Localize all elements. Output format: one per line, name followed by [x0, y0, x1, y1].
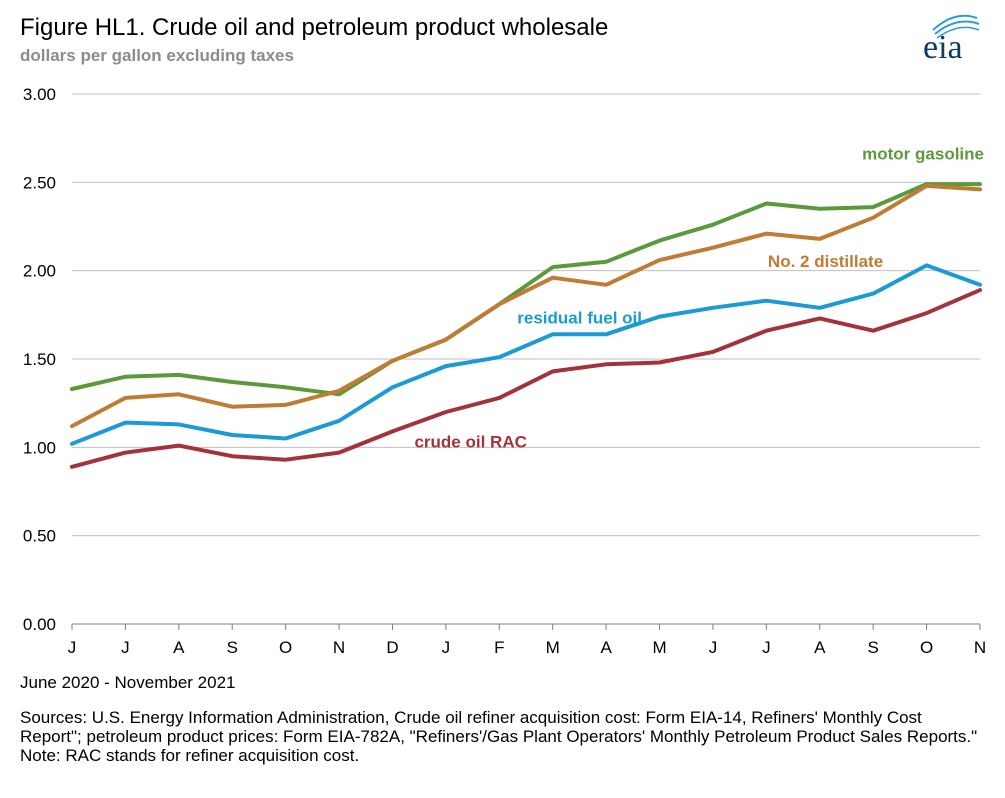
- x-tick-label: A: [600, 638, 612, 657]
- series-line-motor_gasoline: [70, 182, 982, 397]
- y-tick-label: 2.50: [23, 173, 56, 192]
- note-text: Note: RAC stands for refiner acquisition…: [20, 746, 360, 765]
- series-line-crude: [70, 288, 982, 469]
- y-tick-label: 0.00: [23, 615, 56, 634]
- sources-note: Sources: U.S. Energy Information Adminis…: [20, 708, 980, 765]
- logo-arc-1: [932, 14, 978, 31]
- series-label-crude: crude oil RAC: [414, 432, 526, 451]
- y-axis: 0.00 0.50 1.00 1.50 2.00 2.50 3.00: [23, 85, 56, 634]
- x-tick-label: N: [333, 638, 345, 657]
- x-tick-label: A: [814, 638, 826, 657]
- eia-logo: eia: [923, 14, 980, 64]
- x-tick-label: F: [494, 638, 504, 657]
- series-label-residual: residual fuel oil: [517, 309, 642, 328]
- x-tick-label: S: [227, 638, 238, 657]
- x-tick-label: O: [920, 638, 933, 657]
- y-tick-label: 2.00: [23, 262, 56, 281]
- y-tick-label: 3.00: [23, 85, 56, 104]
- y-tick-label: 1.50: [23, 350, 56, 369]
- series-label-motor_gasoline: motor gasoline: [862, 144, 984, 163]
- chart-subtitle: dollars per gallon excluding taxes: [20, 46, 294, 65]
- x-tick-label: M: [546, 638, 560, 657]
- x-tick-label: J: [121, 638, 130, 657]
- logo-arc-2: [934, 20, 980, 35]
- x-tick-label: O: [279, 638, 292, 657]
- x-tick-label: M: [652, 638, 666, 657]
- gridlines: [72, 93, 980, 625]
- sources-text: Sources: U.S. Energy Information Adminis…: [20, 708, 978, 746]
- x-tick-label: J: [68, 638, 77, 657]
- x-tick-label: J: [762, 638, 771, 657]
- x-tick-label: A: [173, 638, 185, 657]
- x-tick-label: S: [868, 638, 879, 657]
- line-chart: 0.00 0.50 1.00 1.50 2.00 2.50 3.00 J J A S O N D J F M A…: [23, 85, 986, 657]
- x-tick-label: J: [709, 638, 718, 657]
- chart-title: Figure HL1. Crude oil and petroleum prod…: [20, 14, 609, 41]
- date-range: June 2020 - November 2021: [20, 673, 236, 692]
- y-tick-label: 1.00: [23, 438, 56, 457]
- y-tick-label: 0.50: [23, 527, 56, 546]
- logo-text: eia: [923, 29, 963, 64]
- series-line-distillate: [70, 183, 982, 429]
- x-tick-label: N: [974, 638, 986, 657]
- logo-arc-3: [936, 26, 980, 39]
- x-tick-label: D: [386, 638, 398, 657]
- series-labels: motor gasoline No. 2 distillate residual f…: [414, 144, 984, 451]
- series-lines: [70, 182, 982, 469]
- series-line-residual: [70, 263, 982, 446]
- x-tick-label: J: [442, 638, 451, 657]
- series-label-distillate: No. 2 distillate: [768, 252, 883, 271]
